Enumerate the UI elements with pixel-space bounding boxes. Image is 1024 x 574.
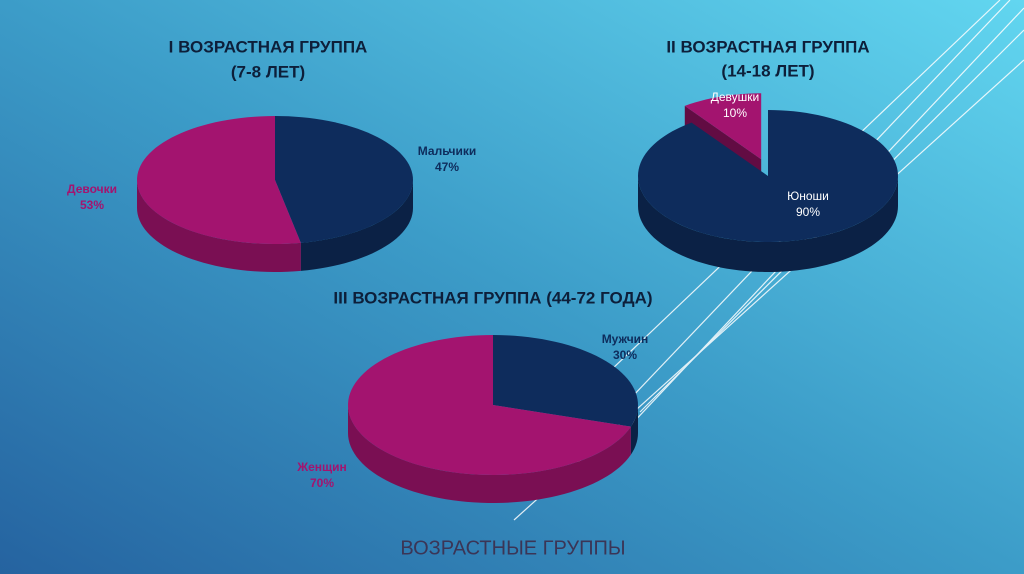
slice <box>275 116 413 243</box>
value-label: 53% <box>80 198 104 212</box>
slice-side <box>300 180 413 271</box>
category-label: Женщин <box>296 460 347 474</box>
slice <box>493 335 638 427</box>
category-label: Девушки <box>711 90 760 104</box>
value-label: 47% <box>435 160 459 174</box>
pie-chart: III ВОЗРАСТНАЯ ГРУППА (44-72 ГОДА) Мужчин… <box>296 288 653 503</box>
category-label: Девочки <box>67 182 117 196</box>
chart-title: I ВОЗРАСТНАЯ ГРУППА <box>169 37 368 56</box>
slice <box>137 116 301 244</box>
slice-side <box>137 180 301 272</box>
value-label: 10% <box>723 106 747 120</box>
category-label: Мальчики <box>418 144 477 158</box>
category-label: Юноши <box>787 189 829 203</box>
chart-subtitle: (7-8 ЛЕТ) <box>231 62 305 81</box>
category-label: Мужчин <box>602 332 649 346</box>
slice <box>684 93 762 160</box>
value-label: 90% <box>796 205 820 219</box>
pie-chart: II ВОЗРАСТНАЯ ГРУППА (14-18 ЛЕТ) Юноши 90% Д… <box>638 37 898 272</box>
slice-side <box>638 176 898 272</box>
slide-title: ВОЗРАСТНЫЕ ГРУППЫ <box>400 537 625 559</box>
slice <box>348 335 631 475</box>
slice <box>638 110 898 242</box>
slice-side <box>348 405 631 503</box>
value-label: 70% <box>310 476 334 490</box>
pie-chart: I ВОЗРАСТНАЯ ГРУППА (7-8 ЛЕТ) Мальчики 47% Д… <box>67 37 476 272</box>
chart-subtitle: (14-18 ЛЕТ) <box>721 61 814 80</box>
chart-title: II ВОЗРАСТНАЯ ГРУППА <box>666 37 869 56</box>
chart-title: III ВОЗРАСТНАЯ ГРУППА (44-72 ГОДА) <box>333 288 652 307</box>
slice-side <box>630 405 638 455</box>
value-label: 30% <box>613 348 637 362</box>
